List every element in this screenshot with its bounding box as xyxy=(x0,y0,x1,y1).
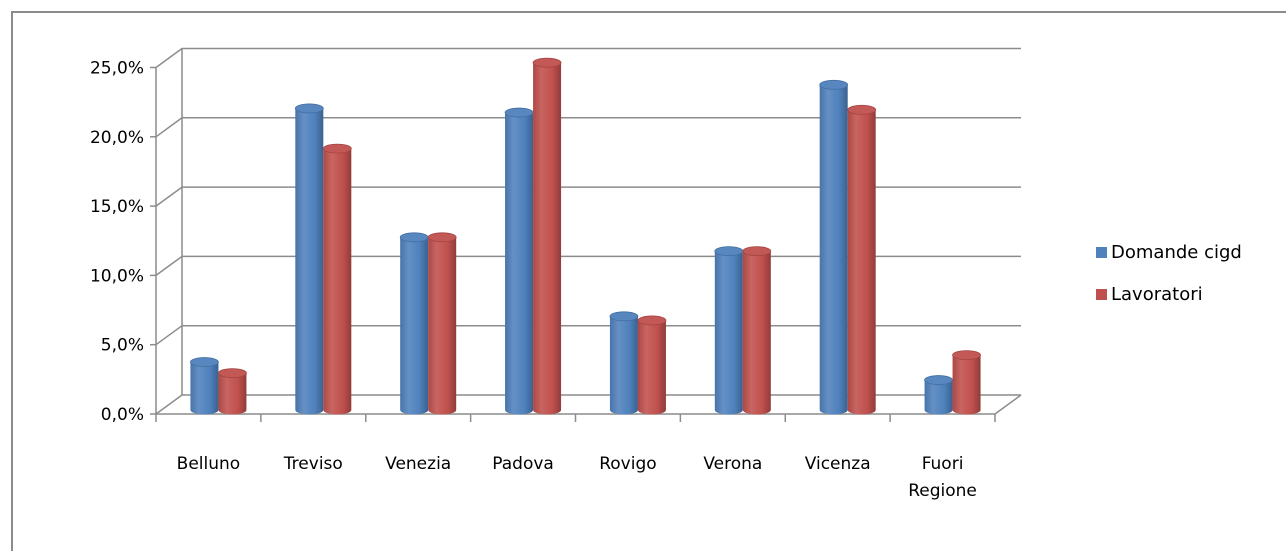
bar-top xyxy=(427,232,457,243)
bar-top xyxy=(218,368,247,379)
floor-edge-line xyxy=(994,394,1022,415)
bar-body xyxy=(428,237,457,415)
gridline xyxy=(155,117,1021,138)
bar-lavoratori xyxy=(847,104,877,415)
bar-lavoratori xyxy=(742,246,772,415)
y-tick-label: 5,0% xyxy=(101,336,144,356)
y-tick-label: 25,0% xyxy=(90,59,144,79)
bar-top xyxy=(952,350,981,361)
legend-swatch xyxy=(1096,247,1107,258)
y-tick-label: 0,0% xyxy=(101,405,144,425)
bar-top xyxy=(609,311,639,322)
bar-body xyxy=(533,62,562,415)
bar-top xyxy=(322,143,352,154)
x-tick-label: Rovigo xyxy=(599,454,656,474)
bar-body xyxy=(819,84,848,415)
x-tick-label: Vicenza xyxy=(805,454,871,474)
bar-body xyxy=(505,112,534,415)
bar-body xyxy=(323,148,352,415)
gridline xyxy=(155,47,1021,69)
x-tick-label: Padova xyxy=(492,454,554,474)
bar-lavoratori xyxy=(427,232,457,415)
bar-top xyxy=(714,246,744,257)
bar-top xyxy=(847,104,877,115)
legend-swatch xyxy=(1096,289,1107,300)
bar-lavoratori xyxy=(952,350,981,415)
bar-top xyxy=(399,232,429,243)
bar-body xyxy=(847,109,876,415)
y-tick-label: 15,0% xyxy=(90,197,144,217)
bar-domande-cigd xyxy=(294,103,324,415)
bar-top xyxy=(924,375,953,385)
chart-legend: Domande cigd Lavoratori xyxy=(1096,242,1242,305)
bar-top xyxy=(637,315,667,326)
x-axis-tick-labels: Belluno Treviso Venezia Padova Rovigo Verona V… xyxy=(177,454,977,501)
bar-body xyxy=(637,320,666,415)
bar-top xyxy=(819,79,849,90)
bar-body xyxy=(218,373,247,415)
bar-body xyxy=(742,251,771,415)
chart-gridlines xyxy=(155,47,1021,415)
bar-domande-cigd xyxy=(190,357,219,415)
bar-domande-cigd xyxy=(609,311,639,415)
y-axis-tick-labels: 0,0% 5,0% 10,0% 15,0% 20,0% 25,0% xyxy=(90,59,144,426)
bar-domande-cigd xyxy=(819,79,849,415)
bar-top xyxy=(742,246,772,257)
gridline xyxy=(155,324,1021,346)
x-tick-label: Fuori xyxy=(922,454,964,474)
chart-bars xyxy=(190,57,981,415)
bar-lavoratori xyxy=(637,315,667,415)
bar-lavoratori xyxy=(532,57,562,415)
gridline xyxy=(155,255,1021,277)
x-tick-label: Belluno xyxy=(177,454,241,474)
bar-body xyxy=(190,362,219,415)
bar-body xyxy=(400,237,429,415)
bar-domande-cigd xyxy=(924,375,953,415)
bar-lavoratori xyxy=(218,368,247,415)
y-tick-label: 20,0% xyxy=(90,128,144,148)
bar-body xyxy=(924,380,953,415)
bar-top xyxy=(190,357,219,367)
bar-domande-cigd xyxy=(399,232,429,415)
x-tick-label: Treviso xyxy=(283,454,343,474)
bar-top xyxy=(532,57,562,68)
bar-body xyxy=(295,108,324,415)
legend-label: Lavoratori xyxy=(1111,284,1203,305)
gridline xyxy=(155,394,1021,415)
bar-top xyxy=(294,103,324,114)
bar-body xyxy=(609,316,638,415)
bar-top xyxy=(504,107,534,118)
chart-axes xyxy=(150,66,1022,422)
bar-domande-cigd xyxy=(714,246,744,415)
x-tick-label: Verona xyxy=(703,454,762,474)
bar-body xyxy=(952,355,981,415)
legend-label: Domande cigd xyxy=(1111,242,1242,263)
chart-frame xyxy=(11,11,1286,551)
bar-domande-cigd xyxy=(504,107,534,415)
bar-body xyxy=(714,251,743,415)
bar-lavoratori xyxy=(322,143,352,415)
bar-chart: 0,0% 5,0% 10,0% 15,0% 20,0% 25,0% Belluno Trev… xyxy=(90,47,1242,501)
x-tick-label: Venezia xyxy=(385,454,451,474)
gridline xyxy=(155,186,1021,207)
x-tick-label: Regione xyxy=(908,481,977,501)
y-tick-label: 10,0% xyxy=(90,266,144,286)
